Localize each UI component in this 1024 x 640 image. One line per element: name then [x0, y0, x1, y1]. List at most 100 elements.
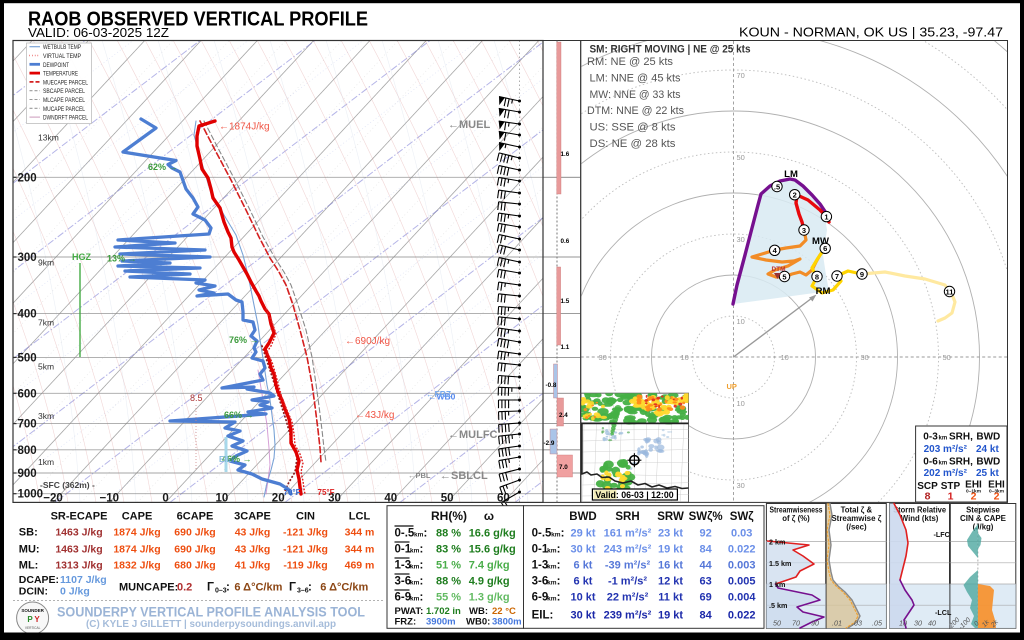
svg-text:SRW: SRW: [657, 511, 684, 523]
svg-text:←WB0: ←WB0: [428, 392, 456, 402]
svg-text:FRZ:: FRZ:: [395, 617, 417, 628]
svg-text:30 kt: 30 kt: [570, 610, 595, 622]
svg-text:1 km: 1 km: [769, 580, 785, 589]
svg-text::: :: [420, 592, 424, 604]
svg-text:.03: .03: [852, 619, 862, 628]
svg-text:69: 69: [699, 592, 711, 604]
svg-text:7km: 7km: [38, 318, 54, 328]
svg-text:3900m: 3900m: [426, 617, 456, 628]
svg-text:Storm Relative: Storm Relative: [893, 506, 947, 515]
svg-text::: :: [557, 560, 561, 572]
svg-text:4: 4: [773, 246, 778, 255]
svg-text:.5 km: .5 km: [769, 601, 787, 610]
svg-text:41 J/kg: 41 J/kg: [235, 560, 271, 572]
svg-text:76% →: 76% →: [229, 335, 259, 345]
svg-text:.5: .5: [774, 182, 780, 191]
svg-text:3: 3: [802, 226, 806, 235]
svg-text:50: 50: [737, 153, 745, 162]
svg-text:0.022: 0.022: [728, 544, 756, 556]
svg-text:KOUN - NORMAN, OK US | 35.23,: KOUN - NORMAN, OK US | 35.23, -97.47: [739, 25, 1003, 40]
svg-text:344 m: 344 m: [345, 527, 375, 539]
svg-text:(J/kg): (J/kg): [973, 523, 994, 532]
svg-text:800: 800: [18, 445, 37, 457]
svg-text::: :: [420, 544, 424, 556]
svg-text:1: 1: [824, 212, 828, 221]
svg-text:243 m²/s²: 243 m²/s²: [604, 544, 652, 556]
svg-text:24 kt: 24 kt: [976, 444, 999, 455]
svg-text:RM: RM: [816, 286, 831, 297]
svg-text:15.6 g/kg: 15.6 g/kg: [469, 544, 516, 556]
svg-text:690 J/kg: 690 J/kg: [174, 544, 215, 556]
svg-text:SRH: SRH: [615, 511, 639, 523]
svg-text:9km: 9km: [38, 258, 54, 268]
svg-text:Γ: Γ: [289, 582, 296, 594]
svg-text:66% →: 66% →: [224, 410, 254, 420]
svg-text:60: 60: [497, 493, 510, 505]
svg-text:SRH,: SRH,: [949, 457, 973, 468]
svg-text:10: 10: [781, 353, 789, 362]
svg-text:MUECAPE PARCEL: MUECAPE PARCEL: [43, 79, 88, 86]
svg-text:700: 700: [18, 419, 37, 431]
svg-text:0-6: 0-6: [923, 457, 938, 468]
svg-text:km: km: [551, 532, 561, 539]
svg-text:Γ: Γ: [207, 582, 214, 594]
svg-text:SR-ECAPE: SR-ECAPE: [51, 511, 108, 523]
svg-text:-121 J/kg: -121 J/kg: [283, 544, 328, 556]
svg-text:10: 10: [216, 493, 229, 505]
svg-text:km: km: [414, 532, 424, 539]
svg-text:30 kt: 30 kt: [570, 544, 595, 556]
svg-text::: :: [420, 560, 424, 572]
svg-text:SWζ%: SWζ%: [689, 511, 723, 523]
svg-text:70: 70: [737, 71, 745, 80]
svg-text::: :: [557, 592, 561, 604]
svg-text:km: km: [547, 548, 557, 555]
svg-text:-39 m²/s²: -39 m²/s²: [605, 560, 651, 572]
svg-text:22 m²/s²: 22 m²/s²: [607, 592, 649, 604]
svg-text:of ζ (%): of ζ (%): [782, 514, 810, 523]
svg-text:0–3: 0–3: [215, 588, 227, 595]
svg-text:2: 2: [971, 491, 977, 503]
svg-text:DWNDRFT PARCEL: DWNDRFT PARCEL: [43, 115, 88, 122]
svg-text:←690J/kg: ←690J/kg: [345, 336, 390, 347]
svg-text:SCP: SCP: [917, 481, 938, 492]
svg-text:70°F: 70°F: [284, 488, 301, 497]
svg-text:6 Δ°C/km: 6 Δ°C/km: [234, 582, 282, 594]
svg-text:6-9: 6-9: [532, 592, 549, 604]
svg-text:5km: 5km: [38, 362, 54, 372]
svg-text:0.2: 0.2: [177, 582, 192, 594]
svg-text:1.1: 1.1: [561, 344, 570, 351]
svg-text:1463 J/kg: 1463 J/kg: [55, 544, 102, 556]
svg-text:km: km: [547, 580, 557, 587]
svg-text:30: 30: [914, 619, 922, 628]
svg-text:MUCAPE PARCEL: MUCAPE PARCEL: [43, 106, 85, 113]
svg-text:44: 44: [699, 560, 712, 572]
svg-text:30: 30: [328, 493, 341, 505]
svg-text:BWD: BWD: [976, 432, 1000, 443]
svg-text:TEMPERATURE: TEMPERATURE: [43, 71, 78, 78]
svg-text:LM: NNE @ 45 kts: LM: NNE @ 45 kts: [590, 72, 681, 84]
svg-text:0-1: 0-1: [532, 544, 549, 556]
svg-text:3800m: 3800m: [492, 617, 522, 628]
svg-text:12 kt: 12 kt: [658, 576, 683, 588]
svg-text:km: km: [410, 564, 420, 571]
svg-text:202 m²/s²: 202 m²/s²: [924, 468, 968, 479]
svg-text:51 %: 51 %: [436, 560, 461, 572]
svg-text:5: 5: [782, 272, 786, 281]
svg-text:3-6: 3-6: [395, 576, 412, 588]
svg-text:0.004: 0.004: [728, 592, 756, 604]
svg-text:3km: 3km: [38, 411, 54, 421]
svg-text:-SFC (362m) -: -SFC (362m) -: [40, 480, 95, 490]
svg-text:SOUNDERPY VERTICAL PROFILE ANA: SOUNDERPY VERTICAL PROFILE ANALYSIS TOOL: [57, 605, 365, 620]
svg-text:0.6: 0.6: [561, 238, 570, 245]
svg-text:km: km: [547, 564, 557, 571]
svg-text:VIRTUAL TEMP: VIRTUAL TEMP: [43, 53, 81, 60]
svg-text:63: 63: [699, 576, 711, 588]
svg-text:Valid: 06-03 | 12:00: Valid: 06-03 | 12:00: [595, 490, 673, 500]
svg-text:-119 J/kg: -119 J/kg: [283, 560, 327, 572]
svg-text:SBCAPE PARCEL: SBCAPE PARCEL: [43, 88, 85, 95]
svg-text:LCL: LCL: [349, 511, 371, 523]
svg-text:CIN & CAPE: CIN & CAPE: [960, 514, 1006, 523]
svg-text:10: 10: [681, 353, 689, 362]
svg-text:25 kt: 25 kt: [976, 468, 999, 479]
svg-text:0-.5: 0-.5: [532, 528, 552, 540]
